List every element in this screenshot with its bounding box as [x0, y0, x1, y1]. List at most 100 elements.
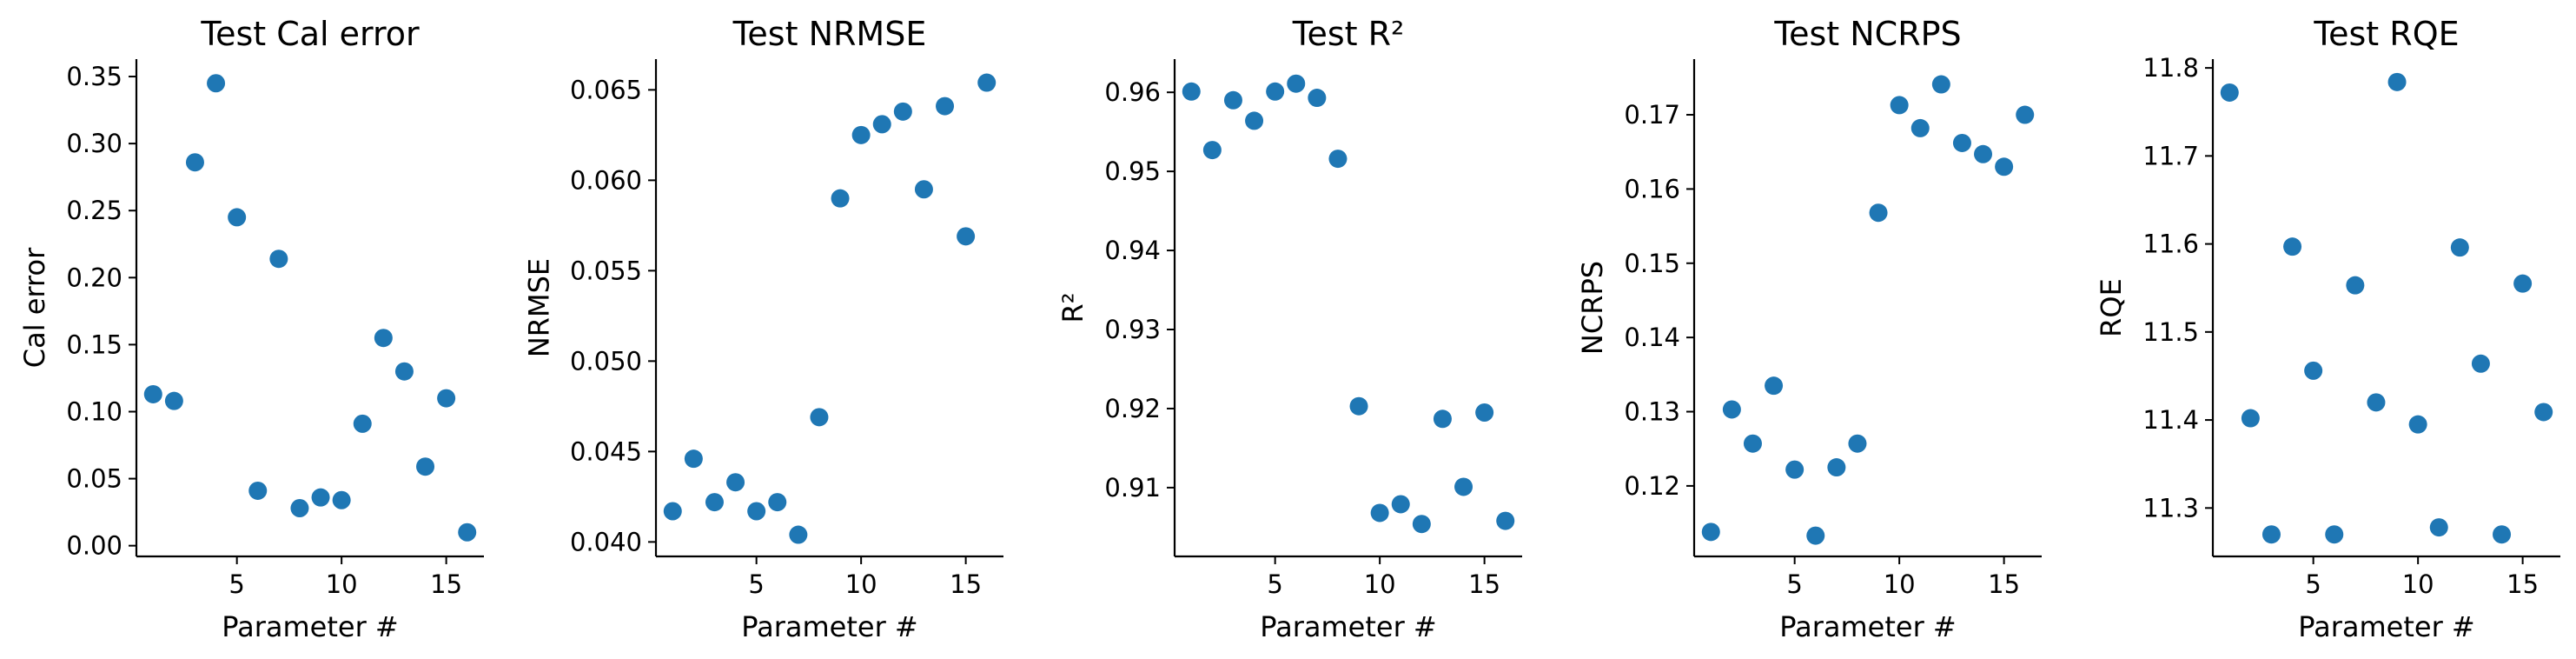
data-point [1910, 118, 1930, 137]
data-point [1223, 90, 1242, 110]
data-point [1245, 111, 1264, 130]
chart-title: Test RQE [2313, 15, 2459, 53]
y-tick-label: 0.15 [66, 330, 123, 359]
x-axis-label: Parameter # [1260, 610, 1436, 643]
data-point [2471, 354, 2490, 373]
data-point [1995, 157, 2014, 176]
data-point [143, 384, 162, 403]
data-point [2367, 393, 2386, 412]
y-tick-label: 0.050 [570, 346, 642, 376]
data-point [1433, 409, 1452, 429]
data-point [1848, 434, 1867, 453]
data-point [1391, 495, 1410, 514]
data-point [914, 180, 933, 199]
data-point [2513, 274, 2533, 293]
y-tick-label: 0.040 [570, 527, 642, 556]
y-tick-label: 11.8 [2142, 53, 2199, 83]
data-point [1890, 96, 1909, 115]
data-point [2534, 403, 2553, 422]
subplot-4: Test NCRPS 5 10 15 0.12 0.13 0.14 0.15 0.16 0.17 P… [1576, 15, 2042, 643]
data-point [1370, 503, 1389, 523]
data-point [872, 115, 891, 134]
y-tick-label: 0.14 [1624, 323, 1680, 352]
y-axis-label: Cal error [18, 247, 51, 368]
data-point [1328, 150, 1348, 169]
data-point [1475, 403, 1494, 422]
y-tick-label: 11.7 [2142, 141, 2199, 170]
data-point [353, 414, 372, 433]
data-point [207, 74, 226, 93]
x-tick-label: 15 [1988, 569, 2020, 599]
data-point [2325, 525, 2344, 544]
x-tick-label: 10 [2402, 569, 2434, 599]
y-tick-label: 0.055 [570, 256, 642, 285]
x-tick-label: 5 [2305, 569, 2321, 599]
y-tick-label: 0.92 [1104, 394, 1161, 423]
x-tick-label: 15 [430, 569, 462, 599]
data-point [1349, 396, 1368, 416]
data-point [1806, 526, 1825, 545]
x-tick-label: 5 [1267, 569, 1282, 599]
data-point [831, 189, 850, 208]
data-point [2016, 105, 2035, 124]
data-point [374, 329, 393, 348]
data-point [1765, 376, 1784, 396]
data-point [936, 97, 955, 116]
x-tick-label: 5 [228, 569, 244, 599]
data-point [1931, 75, 1950, 94]
data-point [726, 473, 745, 492]
data-point [684, 449, 703, 469]
data-point [2304, 361, 2323, 380]
x-tick-label: 10 [1884, 569, 1916, 599]
data-point [2241, 409, 2260, 428]
y-axis-label: NCRPS [1576, 261, 1609, 355]
data-point [1202, 141, 1222, 160]
data-point [1701, 523, 1720, 542]
data-point [1496, 511, 1515, 530]
data-point [1412, 515, 1431, 534]
data-point [2408, 415, 2427, 434]
y-axis-label: R² [1056, 292, 1089, 323]
y-tick-label: 0.93 [1104, 315, 1161, 344]
y-tick-label: 0.00 [66, 531, 123, 561]
data-point [663, 502, 682, 521]
y-tick-label: 0.94 [1104, 236, 1161, 265]
x-axis-label: Parameter # [2298, 610, 2474, 643]
data-point [1869, 203, 1888, 223]
x-tick-label: 15 [2506, 569, 2539, 599]
x-tick-label: 5 [1786, 569, 1802, 599]
y-tick-label: 0.13 [1624, 397, 1680, 427]
y-tick-label: 0.10 [66, 396, 123, 426]
data-point [1454, 477, 1473, 496]
data-point [1266, 82, 1285, 101]
subplot-3: Test R² 5 10 15 0.91 0.92 0.93 0.94 0.95 0.96 Para… [1056, 15, 1522, 643]
x-tick-label: 5 [748, 569, 764, 599]
data-point [747, 502, 766, 521]
y-tick-label: 11.3 [2142, 493, 2199, 523]
data-point [789, 525, 808, 544]
y-tick-label: 11.4 [2142, 405, 2199, 435]
x-tick-label: 15 [1468, 569, 1500, 599]
data-point [851, 125, 871, 144]
subplot-1: Test Cal error 5 10 15 0.00 0.05 0.10 0.15 0.20 0… [18, 15, 484, 643]
data-point [164, 391, 183, 410]
data-point [311, 488, 330, 507]
x-tick-label: 10 [845, 569, 877, 599]
y-tick-label: 11.6 [2142, 230, 2199, 259]
y-tick-label: 0.25 [66, 196, 123, 225]
chart-title: Test R² [1292, 15, 1405, 53]
subplot-5: Test RQE 5 10 15 11.3 11.4 11.5 11.6 11.7 11.8 Par… [2095, 15, 2560, 643]
data-point [810, 408, 829, 427]
y-tick-label: 0.15 [1624, 249, 1680, 278]
data-point [1287, 74, 1306, 93]
data-point [957, 227, 976, 246]
data-point [185, 153, 204, 172]
data-point [1974, 144, 1993, 163]
data-point [2387, 72, 2407, 91]
data-point [290, 498, 309, 517]
data-point [458, 523, 477, 542]
x-tick-label: 15 [950, 569, 982, 599]
data-point [1182, 82, 1201, 101]
y-tick-label: 0.05 [66, 464, 123, 494]
